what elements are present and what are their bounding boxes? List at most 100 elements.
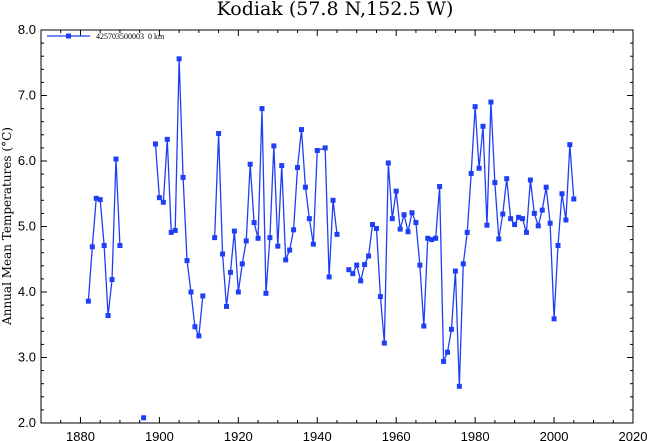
data-point [535, 223, 541, 229]
data-point [370, 222, 376, 228]
data-point [405, 229, 411, 235]
data-point [460, 261, 466, 267]
data-point [247, 161, 253, 167]
data-point [306, 216, 312, 222]
data-point [216, 130, 222, 136]
data-point [393, 188, 399, 194]
data-point [389, 216, 395, 222]
data-point [448, 326, 454, 332]
data-point [310, 241, 316, 247]
data-point [117, 243, 123, 248]
data-point [555, 243, 561, 248]
data-point [235, 289, 241, 295]
data-point [271, 143, 277, 149]
x-tick-label: 2020 [619, 429, 648, 441]
data-point [279, 163, 285, 169]
data-point [227, 269, 233, 275]
y-tick-label: 2.0 [18, 415, 36, 430]
data-point [223, 303, 229, 309]
data-point [283, 257, 289, 263]
data-point [93, 195, 99, 201]
legend-marker [66, 33, 71, 39]
y-tick-label: 6.0 [18, 153, 36, 168]
y-axis: 2.0 3.0 4.0 5.0 6.0 7.0 8.0 [18, 22, 633, 430]
data-point [512, 222, 518, 228]
data-point [156, 195, 162, 201]
x-tick-label: 1900 [145, 429, 174, 441]
data-point [164, 136, 170, 142]
data-point [437, 184, 443, 190]
data-point [543, 184, 549, 190]
data-point [531, 210, 537, 216]
data-point [322, 145, 328, 151]
data-point [496, 236, 502, 242]
data-point [381, 340, 387, 346]
series-line [348, 101, 575, 387]
data-point [397, 226, 403, 232]
data-point [354, 262, 360, 268]
data-point [168, 229, 174, 235]
y-tick-label: 3.0 [18, 350, 36, 365]
data-point [523, 229, 529, 235]
data-point [220, 251, 226, 257]
data-point [504, 176, 510, 182]
data-point [433, 235, 439, 241]
data-point [109, 277, 115, 283]
data-point [567, 142, 573, 148]
data-point [417, 262, 423, 268]
data-point [287, 247, 293, 253]
data-point [421, 323, 427, 329]
data-point [346, 267, 352, 273]
y-axis-label: Annual Mean Temperatures (°C) [0, 127, 14, 326]
data-point [160, 199, 166, 205]
data-point [547, 220, 553, 226]
x-tick-label: 1940 [303, 429, 332, 441]
data-point [472, 104, 478, 110]
data-point [350, 271, 356, 277]
data-point [500, 211, 506, 217]
data-point [571, 196, 577, 202]
data-point [176, 56, 182, 62]
x-tick-label: 2000 [540, 429, 569, 441]
data-point [484, 222, 490, 228]
data-point [243, 238, 249, 244]
y-tick-label: 5.0 [18, 219, 36, 234]
x-axis: 1880 1900 1920 1940 1960 1980 2000 2020 [40, 30, 648, 441]
data-point [377, 294, 383, 300]
data-point [373, 225, 379, 231]
data-point [516, 214, 522, 220]
data-point [409, 210, 415, 216]
data-point [184, 258, 190, 264]
data-point [263, 290, 269, 296]
data-point [295, 165, 301, 171]
data-point [200, 293, 206, 299]
y-tick-label: 7.0 [18, 88, 36, 103]
data-point [152, 141, 158, 147]
data-point [508, 216, 514, 222]
data-point [239, 261, 245, 267]
x-tick-label: 1920 [224, 429, 253, 441]
data-point [464, 229, 470, 235]
legend-label: 425703500003 0 km [96, 32, 165, 41]
plot-area [40, 29, 634, 424]
data-point [358, 278, 364, 284]
data-point [101, 243, 107, 248]
data-point [85, 298, 91, 304]
data-point [425, 235, 431, 241]
data-point [492, 180, 498, 186]
data-point [196, 333, 202, 339]
data-point [519, 216, 525, 222]
series-layer [85, 56, 577, 421]
data-point [231, 228, 237, 234]
data-point [97, 197, 103, 203]
data-point [275, 243, 281, 249]
data-point [141, 415, 147, 421]
data-point [476, 165, 482, 171]
data-point [539, 207, 545, 213]
x-tick-label: 1880 [66, 429, 95, 441]
data-point [291, 227, 297, 233]
data-point [212, 235, 218, 241]
y-tick-label: 4.0 [18, 284, 36, 299]
data-point [180, 174, 186, 180]
data-point [480, 123, 486, 129]
